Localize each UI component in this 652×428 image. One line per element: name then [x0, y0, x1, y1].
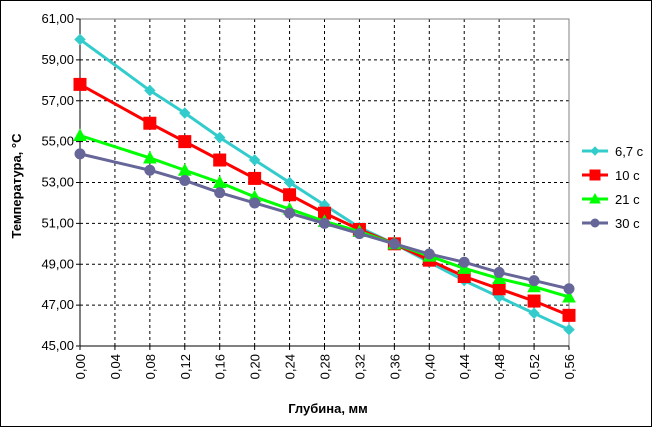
data-point — [248, 154, 261, 166]
data-point — [562, 289, 576, 303]
x-tick-label: 0,56 — [562, 354, 577, 379]
data-point — [457, 261, 472, 274]
data-point — [178, 135, 192, 149]
x-tick-label: 0,20 — [248, 354, 263, 379]
data-point — [143, 116, 157, 130]
x-tick-label: 0,16 — [213, 354, 228, 379]
data-series — [74, 148, 575, 295]
y-tick-label: 59,00 — [41, 52, 74, 67]
series-line — [79, 134, 570, 299]
legend-label: 30 с — [615, 216, 640, 231]
x-tick-label: 0,08 — [143, 354, 158, 379]
data-series — [73, 77, 576, 322]
data-point — [249, 197, 261, 209]
x-tick-label: 0,36 — [387, 354, 402, 379]
data-point — [283, 188, 297, 202]
data-point — [214, 131, 226, 144]
data-point — [562, 308, 576, 322]
x-axis-title: Глубина, мм — [288, 401, 368, 416]
data-point — [179, 174, 191, 186]
data-point — [388, 238, 400, 250]
data-point — [589, 169, 601, 181]
y-axis-title: Температура, °С — [9, 133, 24, 239]
y-tick-label: 61,00 — [41, 11, 74, 26]
y-tick-label: 57,00 — [41, 93, 74, 108]
data-point — [527, 279, 541, 293]
data-point — [527, 294, 541, 308]
data-point — [144, 84, 156, 97]
data-point — [492, 282, 506, 296]
x-tick-label: 0,00 — [73, 354, 88, 379]
data-point — [319, 217, 330, 229]
data-point — [528, 307, 540, 320]
data-point — [73, 77, 87, 91]
legend-label: 21 с — [615, 192, 640, 207]
legend-label: 6,7 с — [615, 144, 644, 159]
data-point — [563, 283, 575, 295]
data-point — [283, 176, 296, 189]
legend-item: 21 с — [582, 192, 640, 207]
x-tick-label: 0,32 — [352, 354, 367, 379]
data-point — [528, 275, 540, 287]
x-tick-label: 0,28 — [318, 354, 333, 379]
legend-label: 10 с — [615, 168, 640, 183]
data-point — [73, 128, 87, 141]
data-point — [144, 164, 156, 176]
x-tick-label: 0,04 — [108, 354, 123, 379]
y-tick-label: 49,00 — [41, 256, 74, 271]
x-tick-label: 0,12 — [178, 354, 193, 379]
legend-item: 6,7 с — [582, 144, 644, 159]
data-point — [213, 153, 227, 167]
y-tick-label: 45,00 — [41, 338, 74, 353]
data-point — [74, 148, 86, 160]
data-point — [179, 107, 191, 119]
x-tick-label: 0,48 — [492, 354, 507, 379]
x-tick-label: 0,24 — [283, 354, 298, 379]
data-point — [248, 171, 262, 185]
data-point — [423, 248, 435, 260]
data-point — [492, 271, 506, 285]
x-tick-label: 0,44 — [457, 354, 472, 379]
y-tick-label: 53,00 — [41, 175, 74, 190]
data-point — [563, 323, 575, 336]
legend-item: 30 с — [582, 216, 640, 231]
y-tick-label: 47,00 — [41, 297, 74, 312]
data-point — [493, 266, 505, 278]
data-point — [74, 33, 86, 46]
data-point — [353, 228, 365, 240]
data-point — [589, 192, 601, 204]
data-point — [590, 218, 600, 228]
data-point — [214, 187, 226, 199]
series-line — [79, 152, 570, 291]
data-point — [590, 146, 600, 156]
data-point — [143, 150, 157, 164]
y-tick-label: 55,00 — [41, 134, 74, 149]
data-point — [284, 207, 296, 219]
x-tick-label: 0,40 — [422, 354, 437, 379]
y-tick-label: 51,00 — [41, 215, 74, 230]
data-point — [458, 256, 470, 268]
legend-item: 10 с — [582, 168, 640, 183]
x-tick-label: 0,52 — [527, 354, 542, 379]
